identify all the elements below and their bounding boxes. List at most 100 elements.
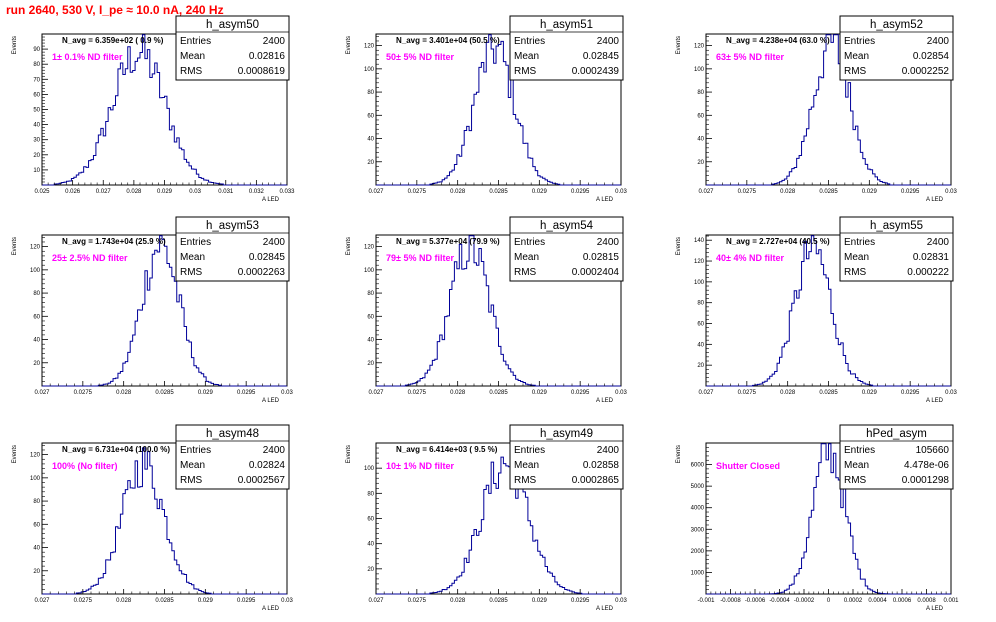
stats-box: hPed_asym Entries 105660 Mean 4.478e-06 RMS 0.… — [839, 424, 954, 490]
y-tick-label: 60 — [697, 113, 704, 119]
x-tick-label: 0.028 — [780, 189, 796, 195]
histogram-title: h_asym52 — [870, 19, 923, 31]
stat-mean-label: Mean — [514, 460, 539, 471]
y-tick-label: 120 — [694, 259, 705, 265]
x-tick-label: 0.028 — [116, 390, 132, 396]
y-tick-label: 20 — [697, 160, 704, 166]
x-tick-label: 0.0295 — [901, 189, 920, 195]
stat-rms-value: 0.0002865 — [572, 475, 620, 486]
stats-box-frame — [175, 216, 290, 282]
filter-label: 25± 2.5% ND filter — [52, 253, 128, 263]
histogram-line — [376, 34, 621, 186]
x-tick-label: 0.029 — [532, 598, 548, 604]
stat-mean-label: Mean — [844, 252, 869, 263]
x-tick-label: 0.0285 — [489, 189, 508, 195]
y-axis-label: Events — [676, 445, 682, 463]
stat-entries-value: 105660 — [916, 445, 950, 456]
x-tick-label: 0.027 — [698, 390, 714, 396]
stat-entries-value: 2400 — [263, 445, 286, 456]
filter-label: 50± 5% ND filter — [386, 52, 454, 62]
x-axis-label: A LED — [926, 197, 944, 203]
stat-rms-label: RMS — [844, 267, 867, 278]
histogram-panel-h_asym52: 0.027 0.0275 0.028 0.0285 0.029 0.0295 0.03 20 4… — [676, 15, 957, 203]
x-tick-label: 0.025 — [34, 189, 50, 195]
x-tick-label: 0.031 — [218, 189, 234, 195]
y-tick-label: 100 — [694, 67, 705, 73]
x-tick-label: 0 — [827, 598, 831, 604]
stats-box: h_asym50 Entries 2400 Mean 0.02816 RMS 0.00086… — [175, 15, 290, 81]
histogram-line — [42, 34, 287, 186]
y-tick-label: 80 — [697, 90, 704, 96]
y-tick-label: 120 — [694, 44, 705, 50]
x-tick-label: 0.0275 — [738, 390, 757, 396]
y-tick-label: 40 — [33, 338, 40, 344]
navg-label: N_avg = 2.727e+04 (40.5 %) — [726, 237, 830, 246]
stat-entries-label: Entries — [514, 237, 545, 248]
histogram-panel-h_asym48: 0.027 0.0275 0.028 0.0285 0.029 0.0295 0.03 20 4… — [12, 424, 293, 612]
stats-box: h_asym54 Entries 2400 Mean 0.02815 RMS 0.00024… — [509, 216, 624, 282]
x-tick-label: 0.0004 — [868, 598, 887, 604]
y-tick-label: 60 — [33, 522, 40, 528]
histogram-panel-h_asym49: 0.027 0.0275 0.028 0.0285 0.029 0.0295 0.03 20 4… — [346, 424, 627, 612]
x-tick-label: 0.029 — [862, 189, 878, 195]
stat-entries-label: Entries — [844, 36, 875, 47]
histogram-title: hPed_asym — [866, 428, 927, 440]
navg-label: N_avg = 5.377e+04 (79.9 %) — [396, 237, 500, 246]
stat-entries-label: Entries — [844, 445, 875, 456]
stat-entries-label: Entries — [180, 237, 211, 248]
x-tick-label: 0.0285 — [819, 390, 838, 396]
y-tick-label: 100 — [30, 476, 41, 482]
stats-box-frame — [839, 424, 954, 490]
stat-rms-value: 0.0002252 — [902, 66, 950, 77]
histogram-panel-h_asym50: 0.025 0.026 0.027 0.028 0.029 0.03 0.031 0.032 0… — [12, 15, 295, 203]
stat-rms-value: 0.0001298 — [902, 475, 950, 486]
x-tick-label: 0.029 — [198, 390, 214, 396]
x-axis-label: A LED — [596, 197, 614, 203]
y-tick-label: 40 — [33, 546, 40, 552]
stat-entries-value: 2400 — [597, 445, 620, 456]
stat-mean-label: Mean — [844, 51, 869, 62]
y-tick-label: 100 — [364, 67, 375, 73]
x-axis-label: A LED — [262, 398, 280, 404]
navg-label: N_avg = 6.731e+04 (100.0 %) — [62, 445, 170, 454]
x-axis-label: A LED — [596, 398, 614, 404]
stat-entries-label: Entries — [180, 36, 211, 47]
y-tick-label: 2000 — [691, 549, 705, 555]
y-tick-label: 60 — [367, 314, 374, 320]
y-tick-label: 20 — [367, 160, 374, 166]
stat-rms-label: RMS — [514, 475, 537, 486]
stat-rms-label: RMS — [180, 66, 203, 77]
histogram-title: h_asym51 — [540, 19, 593, 31]
x-tick-label: 0.0275 — [738, 189, 757, 195]
filter-label: 1± 0.1% ND filter — [52, 52, 123, 62]
filter-label: Shutter Closed — [716, 461, 780, 471]
stat-mean-label: Mean — [514, 51, 539, 62]
x-tick-label: 0.027 — [34, 390, 50, 396]
x-tick-label: 0.0295 — [571, 189, 590, 195]
stat-rms-label: RMS — [514, 66, 537, 77]
x-tick-label: 0.027 — [698, 189, 714, 195]
filter-label: 100% (No filter) — [52, 461, 118, 471]
histogram-title: h_asym49 — [540, 428, 593, 440]
x-tick-label: 0.0295 — [571, 390, 590, 396]
x-tick-label: 0.0295 — [237, 598, 256, 604]
x-tick-label: 0.0295 — [237, 390, 256, 396]
y-tick-label: 80 — [33, 62, 40, 68]
stat-mean-value: 0.02858 — [583, 460, 620, 471]
y-tick-label: 20 — [367, 567, 374, 573]
stat-entries-label: Entries — [844, 237, 875, 248]
stat-rms-label: RMS — [180, 475, 203, 486]
y-tick-label: 20 — [697, 363, 704, 369]
y-axis-label: Events — [12, 36, 18, 54]
y-tick-label: 3000 — [691, 527, 705, 533]
y-tick-label: 5000 — [691, 484, 705, 490]
run-title: run 2640, 530 V, I_pe ≈ 10.0 nA, 240 Hz — [6, 3, 224, 17]
navg-label: N_avg = 3.401e+04 (50.5 %) — [396, 36, 500, 45]
y-tick-label: 90 — [33, 47, 40, 53]
histogram-line — [42, 235, 287, 387]
x-tick-label: 0.0006 — [893, 598, 912, 604]
histogram-panel-h_asym54: 0.027 0.0275 0.028 0.0285 0.029 0.0295 0.03 20 4… — [346, 216, 627, 404]
y-tick-label: 80 — [367, 491, 374, 497]
histogram-line — [706, 34, 951, 186]
y-tick-label: 20 — [33, 569, 40, 575]
